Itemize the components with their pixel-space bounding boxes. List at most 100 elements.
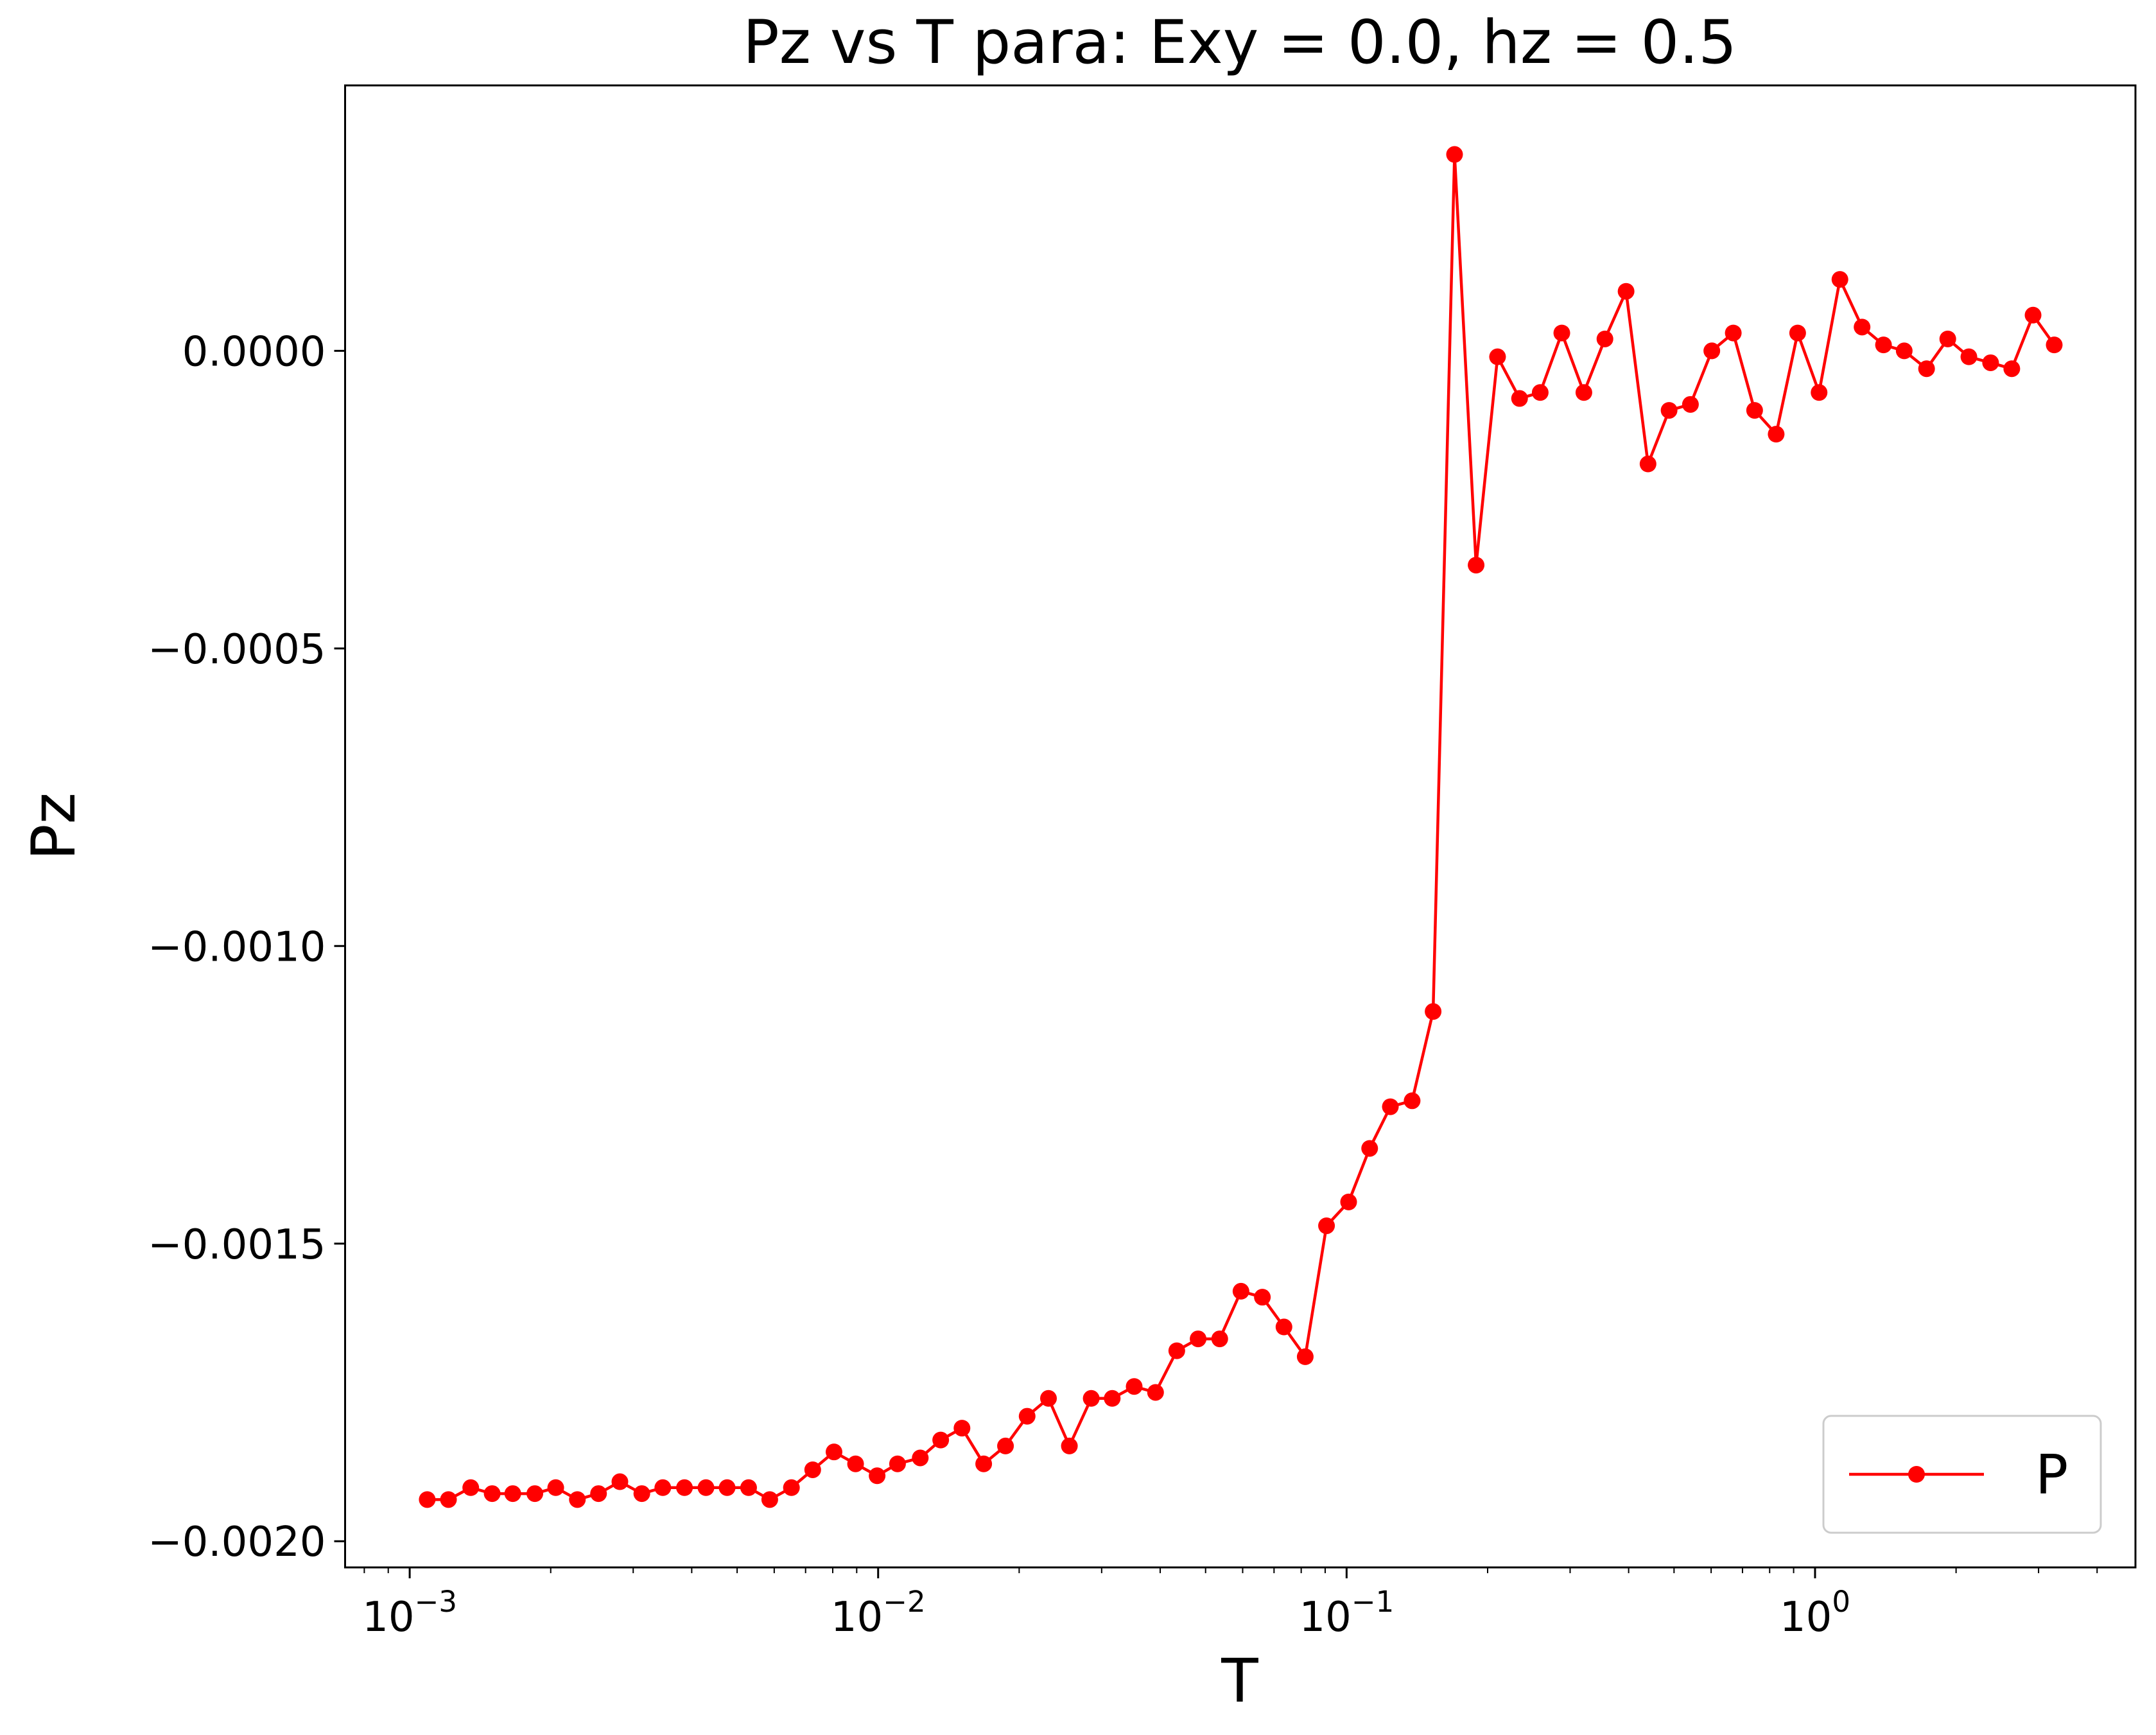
x-tick-exponent: −1 [1352, 1585, 1394, 1619]
data-point [1725, 324, 1742, 342]
data-point [740, 1479, 757, 1496]
chart-title: Pz vs T para: Exy = 0.0, hz = 0.5 [743, 8, 1737, 78]
data-point [1682, 396, 1699, 413]
x-tick-label: 10−2 [831, 1585, 926, 1641]
data-point [676, 1479, 693, 1496]
data-point [2046, 336, 2063, 354]
x-tick-base: 10 [362, 1594, 414, 1641]
data-point [847, 1455, 864, 1472]
data-point [1168, 1342, 1185, 1359]
data-point [953, 1420, 971, 1437]
data-point [1746, 402, 1763, 419]
data-point [1361, 1140, 1378, 1157]
data-point [1703, 342, 1721, 360]
data-point [697, 1479, 715, 1496]
x-tick-label: 10−1 [1299, 1585, 1394, 1641]
data-point [1468, 557, 1485, 574]
data-point [1875, 336, 1892, 354]
data-point [1082, 1390, 1100, 1407]
data-point [783, 1479, 800, 1496]
x-tick-exponent: 0 [1832, 1585, 1850, 1619]
data-point [975, 1455, 993, 1472]
data-point [912, 1449, 929, 1467]
data-point [1061, 1437, 1078, 1454]
y-tick-label: 0.0000 [182, 328, 326, 376]
data-point [1831, 271, 1848, 288]
data-point [526, 1485, 544, 1503]
y-axis-label: Pz [19, 792, 89, 860]
y-tick-label: −0.0015 [148, 1221, 326, 1269]
x-tick-exponent: −2 [883, 1585, 925, 1619]
data-point [547, 1479, 564, 1496]
data-point [1404, 1092, 1421, 1110]
data-point [997, 1437, 1014, 1454]
x-tick-label: 100 [1780, 1585, 1850, 1641]
data-point [1531, 384, 1549, 401]
x-tick-base: 10 [1780, 1594, 1832, 1641]
data-point [1789, 324, 1806, 342]
data-point [590, 1485, 607, 1503]
data-point [1446, 146, 1463, 163]
data-point [1340, 1193, 1357, 1210]
data-point [633, 1485, 650, 1503]
data-point [1960, 348, 1978, 365]
data-point [1275, 1318, 1292, 1336]
data-point [1254, 1289, 1271, 1306]
data-point [654, 1479, 672, 1496]
x-axis-label: T [1221, 1646, 1258, 1716]
data-point [611, 1473, 629, 1490]
data-point [1811, 384, 1828, 401]
data-point [483, 1485, 501, 1503]
data-point [1575, 384, 1592, 401]
x-tick-base: 10 [831, 1594, 883, 1641]
data-point [1147, 1384, 1164, 1401]
data-point [1296, 1348, 1314, 1365]
data-point [504, 1485, 521, 1503]
x-tick-label: 10−3 [362, 1585, 457, 1641]
data-point [1190, 1330, 1207, 1348]
y-tick-label: −0.0020 [148, 1519, 326, 1566]
data-point [1939, 330, 1956, 347]
data-point [462, 1479, 480, 1496]
data-point [1040, 1390, 1057, 1407]
data-point [1382, 1098, 1399, 1115]
data-point [1982, 354, 1999, 371]
data-point [1211, 1330, 1228, 1348]
y-tick-label: −0.0005 [148, 626, 326, 674]
data-point [1918, 360, 1935, 378]
data-point [1553, 324, 1570, 342]
data-point [889, 1455, 906, 1472]
data-point [1854, 318, 1871, 336]
data-point [1895, 342, 1913, 360]
data-point [1511, 390, 1528, 407]
data-point [569, 1491, 586, 1508]
data-point [825, 1443, 842, 1461]
data-point [1660, 402, 1678, 419]
data-point [1232, 1282, 1249, 1300]
y-tick-label: −0.0010 [148, 923, 326, 971]
data-point [932, 1431, 950, 1449]
data-point [804, 1461, 821, 1478]
data-point [1617, 283, 1635, 300]
data-point [761, 1491, 778, 1508]
data-point [1489, 348, 1506, 365]
legend-marker [1908, 1466, 1925, 1483]
legend-label: P [2035, 1443, 2068, 1507]
data-point [419, 1491, 436, 1508]
x-tick-base: 10 [1299, 1594, 1351, 1641]
x-tick-exponent: −3 [415, 1585, 457, 1619]
data-point [869, 1467, 886, 1485]
data-point [1126, 1378, 1143, 1395]
data-point [440, 1491, 457, 1508]
data-point [1318, 1217, 1335, 1234]
data-point [1018, 1408, 1036, 1425]
plot-frame [344, 84, 2137, 1569]
data-point [718, 1479, 736, 1496]
data-point [1596, 330, 1613, 347]
data-point [2003, 360, 2021, 378]
data-point [1104, 1390, 1121, 1407]
data-point [1425, 1003, 1442, 1020]
data-point [1639, 455, 1656, 473]
